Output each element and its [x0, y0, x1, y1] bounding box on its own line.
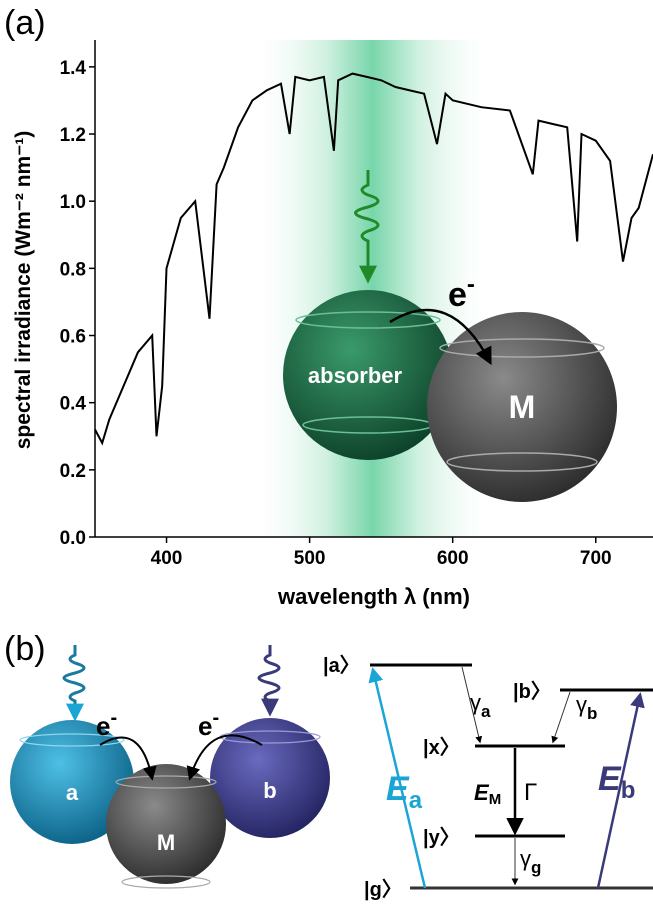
energy-label: EM: [474, 780, 501, 808]
sphere-ring: [439, 338, 605, 358]
rate-label: γg: [520, 846, 541, 877]
rate-label: Γ: [524, 779, 537, 806]
x-tick-label: 500: [294, 548, 326, 569]
sphere-b: [210, 718, 330, 838]
energy-symbol: E: [598, 760, 622, 798]
electron-symbol: e: [96, 711, 110, 741]
electron-transfer: [389, 308, 492, 366]
energy-subscript: a: [409, 787, 423, 814]
excitation: [368, 667, 427, 889]
electron-label: e-: [198, 707, 219, 741]
electron-symbol: e: [198, 711, 212, 741]
photon: [257, 645, 281, 717]
x-tick-label: 600: [437, 548, 469, 569]
sphere-diagram: e- e- a b M: [10, 645, 330, 889]
electron-charge: -: [212, 707, 219, 729]
metal-label: M: [509, 389, 536, 425]
spectrum-line: [94, 72, 653, 446]
sphere-metal: [106, 764, 226, 884]
energy-label: Eb: [598, 760, 635, 804]
y-tick-label: 1.4: [60, 58, 87, 79]
electron-label: e-: [96, 707, 117, 741]
electron-charge: -: [467, 271, 475, 298]
x-tick-label: 700: [580, 548, 612, 569]
rate-subscript: b: [587, 704, 597, 723]
sphere-b-label: b: [263, 778, 276, 803]
level-label: |y〉: [423, 826, 460, 849]
x-tick-label: 400: [151, 548, 183, 569]
decay: [551, 691, 571, 744]
y-tick-label: 1.0: [60, 192, 86, 213]
sphere-metal-label: M: [157, 830, 175, 855]
rate-label: γb: [576, 692, 597, 723]
y-axis-label: spectral irradiance (Wm⁻² nm⁻¹): [12, 131, 35, 450]
electron-transfer: [186, 734, 263, 781]
x-axis-label: wavelength λ (nm): [277, 584, 470, 609]
rate-symbol: γ: [470, 690, 481, 715]
sphere-a-label: a: [66, 780, 79, 805]
sphere-ring: [19, 733, 125, 747]
level-label: |g〉: [364, 878, 402, 901]
rate-label: γa: [470, 690, 491, 721]
decay: [461, 666, 483, 744]
electron-transfer: [99, 736, 157, 781]
y-tick-label: 0.2: [60, 461, 86, 482]
rate-subscript: a: [481, 702, 491, 721]
y-tick-label: 0.6: [60, 327, 86, 348]
sphere-ring: [115, 775, 217, 789]
electron-charge: -: [110, 707, 117, 729]
sphere-ring: [121, 875, 211, 889]
energy-subscript: b: [621, 777, 636, 804]
absorber-sphere: [283, 290, 453, 460]
level-label: |x〉: [423, 736, 460, 759]
energy-diagram: |a〉 |b〉 |x〉 |y〉 |g〉 γa γb γg Γ EM Ea Eb: [323, 654, 653, 901]
spectrum-plot: 0.0 0.2 0.4 0.6 0.8 1.0 1.2 1.4 400 500 600 700: [60, 40, 653, 569]
panel-label: (a): [4, 4, 46, 42]
inset-diagram: e- absorber M: [283, 170, 617, 502]
photon: [62, 645, 86, 722]
y-tick-label: 1.2: [60, 125, 86, 146]
panel-label: (b): [4, 630, 46, 668]
electron-label: e-: [448, 271, 475, 314]
rate-symbol: γ: [576, 692, 587, 717]
photon: [354, 170, 380, 284]
excitation: [596, 692, 645, 889]
energy-symbol: E: [474, 780, 490, 805]
y-tick-label: 0.4: [60, 394, 87, 415]
energy-label: Ea: [386, 770, 423, 814]
sphere-ring: [295, 311, 441, 329]
level-label: |a〉: [323, 654, 360, 677]
rate-subscript: g: [531, 858, 541, 877]
absorber-label: absorber: [308, 363, 403, 388]
rate-symbol: γ: [520, 846, 531, 871]
energy-subscript: M: [489, 791, 502, 808]
sphere-ring: [446, 452, 598, 472]
y-tick-label: 0.8: [60, 259, 86, 280]
energy-symbol: E: [386, 770, 410, 808]
y-tick-label: 0.0: [60, 528, 86, 549]
electron-symbol: e: [448, 276, 467, 314]
sphere-a: [10, 720, 134, 844]
level-label: |b〉: [513, 680, 551, 703]
